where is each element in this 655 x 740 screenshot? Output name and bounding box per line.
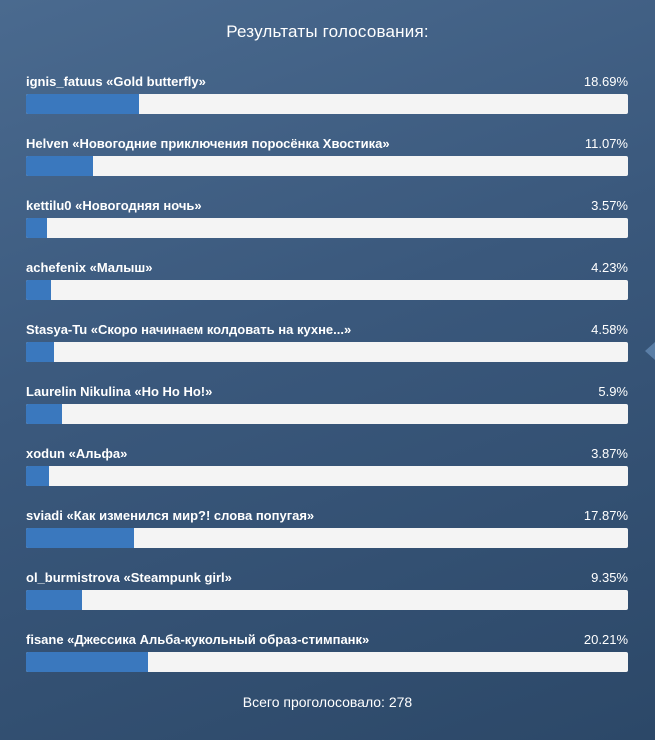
progress-track (26, 94, 628, 114)
progress-track (26, 280, 628, 300)
progress-track (26, 590, 628, 610)
result-row: ol_burmistrova «Steampunk girl» 9.35% (26, 570, 628, 632)
progress-track (26, 404, 628, 424)
entry-label: ol_burmistrova «Steampunk girl» (26, 570, 232, 585)
result-row: Stasya-Tu «Скоро начинаем колдовать на к… (26, 322, 628, 384)
entry-label: kettilu0 «Новогодняя ночь» (26, 198, 202, 213)
result-row: kettilu0 «Новогодняя ночь» 3.57% (26, 198, 628, 260)
entry-percent: 3.87% (591, 446, 628, 461)
entry-percent: 5.9% (598, 384, 628, 399)
result-row: Laurelin Nikulina «Ho Ho Ho!» 5.9% (26, 384, 628, 446)
progress-fill (26, 342, 54, 362)
entry-label: ignis_fatuus «Gold butterfly» (26, 74, 206, 89)
entry-label: fisane «Джессика Альба-кукольный образ-с… (26, 632, 370, 647)
entry-label: Helven «Новогодние приключения поросёнка… (26, 136, 390, 151)
progress-fill (26, 652, 148, 672)
poll-title: Результаты голосования: (226, 22, 429, 41)
entry-percent: 17.87% (583, 508, 628, 523)
progress-fill (26, 218, 48, 238)
progress-fill (26, 528, 134, 548)
progress-fill (26, 404, 62, 424)
entry-percent: 18.69% (583, 74, 628, 89)
total-votes: Всего проголосовало: 278 (242, 694, 413, 710)
progress-track (26, 342, 628, 362)
entry-percent: 9.35% (591, 570, 628, 585)
result-row: Helven «Новогодние приключения поросёнка… (26, 136, 628, 198)
entry-label: xodun «Альфа» (26, 446, 128, 461)
progress-fill (26, 466, 50, 486)
progress-fill (26, 94, 139, 114)
progress-fill (26, 156, 93, 176)
entry-percent: 11.07% (584, 136, 628, 151)
result-row: fisane «Джессика Альба-кукольный образ-с… (26, 632, 628, 694)
results-list: ignis_fatuus «Gold butterfly» 18.69% Hel… (26, 74, 628, 694)
progress-track (26, 528, 628, 548)
progress-fill (26, 590, 83, 610)
entry-label: achefenix «Малыш» (26, 260, 153, 275)
entry-label: Laurelin Nikulina «Ho Ho Ho!» (26, 384, 213, 399)
entry-percent: 20.21% (583, 632, 628, 647)
progress-track (26, 466, 628, 486)
entry-label: sviadi «Как изменился мир?! слова попуга… (26, 508, 315, 523)
entry-percent: 3.57% (591, 198, 628, 213)
progress-track (26, 652, 628, 672)
progress-track (26, 156, 628, 176)
entry-label: Stasya-Tu «Скоро начинаем колдовать на к… (26, 322, 352, 337)
result-row: xodun «Альфа» 3.87% (26, 446, 628, 508)
result-row: sviadi «Как изменился мир?! слова попуга… (26, 508, 628, 570)
result-row: achefenix «Малыш» 4.23% (26, 260, 628, 322)
result-row: ignis_fatuus «Gold butterfly» 18.69% (26, 74, 628, 136)
entry-percent: 4.58% (591, 322, 628, 337)
entry-percent: 4.23% (591, 260, 628, 275)
progress-fill (26, 280, 52, 300)
progress-track (26, 218, 628, 238)
side-pointer-arrow-icon (645, 342, 655, 360)
